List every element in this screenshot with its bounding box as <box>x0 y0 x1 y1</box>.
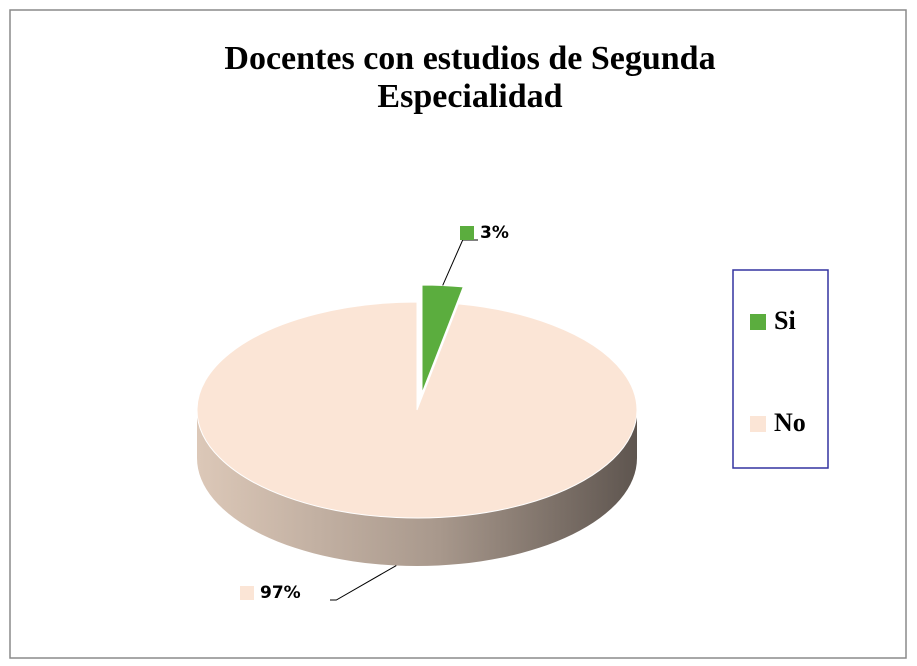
legend-key <box>750 416 766 432</box>
value-label: 97% <box>260 583 301 603</box>
value-label-key <box>460 226 474 240</box>
value-label-key <box>240 586 254 600</box>
legend-box <box>732 269 829 469</box>
legend-label: No <box>774 408 806 437</box>
pie-side <box>197 410 637 566</box>
chart-title: Docentes con estudios de Segunda Especia… <box>224 40 716 115</box>
legend-label: Si <box>774 306 796 335</box>
value-label: 3% <box>480 223 509 243</box>
pie-slice <box>196 301 638 519</box>
leader-line <box>330 565 397 601</box>
legend-key <box>750 314 766 330</box>
